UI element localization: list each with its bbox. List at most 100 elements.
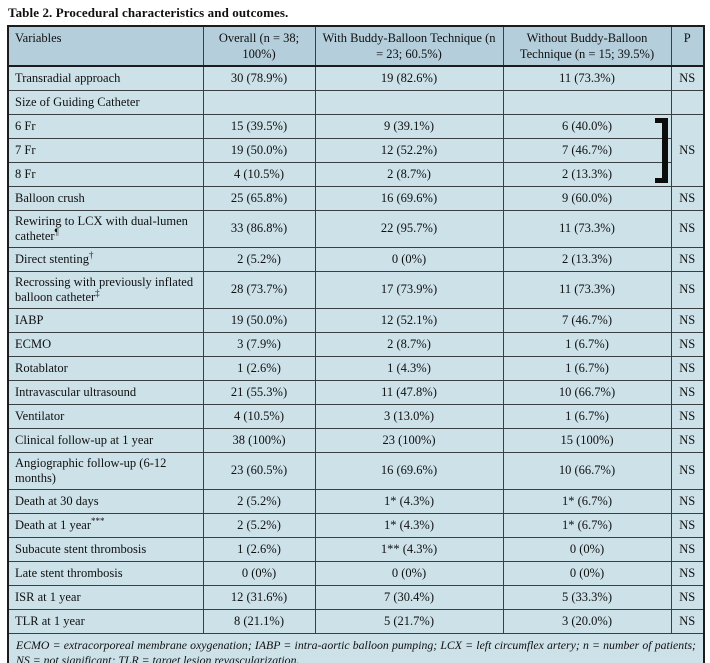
without-buddy-balloon-cell: 1 (6.7%) <box>502 355 672 381</box>
overall-cell: 12 (31.6%) <box>202 584 316 610</box>
with-buddy-balloon-cell: 23 (100%) <box>314 427 504 453</box>
with-buddy-balloon-cell: 1** (4.3%) <box>314 536 504 562</box>
p-value-cell: NS <box>670 331 705 357</box>
p-value-cell: NS <box>670 512 705 538</box>
with-buddy-balloon-cell: 1* (4.3%) <box>314 512 504 538</box>
with-buddy-balloon-cell: 1 (4.3%) <box>314 355 504 381</box>
variable-cell: 8 Fr <box>7 161 204 187</box>
variable-cell: ECMO <box>7 331 204 357</box>
without-buddy-balloon-cell: 2 (13.3%) <box>502 161 672 187</box>
p-value-cell: NS <box>670 379 705 405</box>
variable-label: Angiographic follow-up (6-12 months) <box>15 455 167 485</box>
p-value: NS <box>679 541 696 556</box>
table-body: Transradial approach 30 (78.9%) 19 (82.6%)… <box>7 65 705 634</box>
overall-cell: 4 (10.5%) <box>202 403 316 429</box>
variable-cell: Balloon crush <box>7 185 204 211</box>
group-bracket <box>654 117 668 183</box>
variable-footnote-marker: ¶ <box>54 226 59 237</box>
p-value-cell: NS <box>670 536 705 562</box>
p-value-cell: NS <box>670 270 705 309</box>
without-buddy-balloon-cell: 10 (66.7%) <box>502 451 672 490</box>
p-value: NS <box>679 565 696 580</box>
p-value: NS <box>679 190 696 205</box>
table-row: Intravascular ultrasound 21 (55.3%) 11 (47… <box>7 379 705 405</box>
table-row: Late stent thrombosis 0 (0%) 0 (0%) 0 (0%) N… <box>7 560 705 586</box>
variable-label: TLR at 1 year <box>15 613 85 628</box>
overall-cell: 19 (50.0%) <box>202 137 316 163</box>
table-row: ISR at 1 year 12 (31.6%) 7 (30.4%) 5 (33.3%… <box>7 584 705 610</box>
p-value-cell: NS <box>670 403 705 429</box>
variable-cell: IABP <box>7 307 204 333</box>
p-value: NS <box>679 493 696 508</box>
variable-label: Intravascular ultrasound <box>15 384 137 399</box>
variable-cell: 7 Fr <box>7 137 204 163</box>
variable-cell: ISR at 1 year <box>7 584 204 610</box>
without-buddy-balloon-cell: 11 (73.3%) <box>502 209 672 248</box>
overall-cell: 8 (21.1%) <box>202 608 316 634</box>
footnote-abbreviations: ECMO = extracorporeal membrane oxygenati… <box>16 638 696 663</box>
p-value-cell: NS <box>670 355 705 381</box>
with-buddy-balloon-cell: 7 (30.4%) <box>314 584 504 610</box>
variable-cell: Clinical follow-up at 1 year <box>7 427 204 453</box>
overall-cell: 2 (5.2%) <box>202 512 316 538</box>
variable-cell: Subacute stent thrombosis <box>7 536 204 562</box>
variable-footnote-marker: *** <box>91 515 105 526</box>
overall-cell: 0 (0%) <box>202 560 316 586</box>
table-row: Transradial approach 30 (78.9%) 19 (82.6%)… <box>7 65 705 91</box>
variable-cell: Death at 30 days <box>7 488 204 514</box>
with-buddy-balloon-cell: 3 (13.0%) <box>314 403 504 429</box>
without-buddy-balloon-cell: 0 (0%) <box>502 536 672 562</box>
table-row: Direct stenting† 2 (5.2%) 0 (0%) 2 (13.3%) N… <box>7 246 705 272</box>
with-buddy-balloon-cell <box>314 89 504 115</box>
table-row: Angiographic follow-up (6-12 months) 23 (… <box>7 451 705 490</box>
table-row: Balloon crush 25 (65.8%) 16 (69.6%) 9 (60.0… <box>7 185 705 211</box>
table-row: 7 Fr 19 (50.0%) 12 (52.2%) 7 (46.7%) <box>7 137 704 163</box>
variable-label: Clinical follow-up at 1 year <box>15 432 154 447</box>
with-buddy-balloon-cell: 9 (39.1%) <box>314 113 504 139</box>
without-buddy-balloon-cell: 11 (73.3%) <box>502 65 672 91</box>
with-buddy-balloon-cell: 17 (73.9%) <box>314 270 504 309</box>
p-value-cell: NS <box>670 560 705 586</box>
overall-cell: 15 (39.5%) <box>202 113 316 139</box>
overall-cell: 38 (100%) <box>202 427 316 453</box>
variable-cell: Death at 1 year*** <box>7 512 204 538</box>
footnote-row: ECMO = extracorporeal membrane oxygenati… <box>7 632 705 663</box>
without-buddy-balloon-cell: 1* (6.7%) <box>502 512 672 538</box>
variable-cell: Recrossing with previously inflated ball… <box>7 270 204 309</box>
variable-label: ECMO <box>15 336 52 351</box>
with-buddy-balloon-cell: 11 (47.8%) <box>314 379 504 405</box>
footnote-cell: ECMO = extracorporeal membrane oxygenati… <box>7 632 705 663</box>
variable-cell: Rotablator <box>7 355 204 381</box>
table-row: Rotablator 1 (2.6%) 1 (4.3%) 1 (6.7%) NS <box>7 355 705 381</box>
table-title: Table 2. Procedural characteristics and … <box>8 5 289 20</box>
with-buddy-balloon-cell: 12 (52.2%) <box>314 137 504 163</box>
column-header-p-value: P <box>670 25 705 67</box>
without-buddy-balloon-cell: 7 (46.7%) <box>502 307 672 333</box>
overall-cell: 33 (86.8%) <box>202 209 316 248</box>
table-row: Clinical follow-up at 1 year 38 (100%) 23 … <box>7 427 705 453</box>
header-row: Variables Overall (n = 38; 100%) With Bu… <box>7 25 705 67</box>
table-row: Death at 1 year*** 2 (5.2%) 1* (4.3%) 1* (6… <box>7 512 705 538</box>
table-row: Death at 30 days 2 (5.2%) 1* (4.3%) 1* (6.7… <box>7 488 705 514</box>
p-value-cell: NS <box>670 209 705 248</box>
overall-cell: 4 (10.5%) <box>202 161 316 187</box>
with-buddy-balloon-cell: 16 (69.6%) <box>314 185 504 211</box>
p-value: NS <box>679 463 696 477</box>
p-value-cell: NS <box>670 584 705 610</box>
with-buddy-balloon-cell: 12 (52.1%) <box>314 307 504 333</box>
without-buddy-balloon-cell <box>502 89 672 115</box>
table-row: Ventilator 4 (10.5%) 3 (13.0%) 1 (6.7%) NS <box>7 403 705 429</box>
variable-cell: Angiographic follow-up (6-12 months) <box>7 451 204 490</box>
p-value: NS <box>679 70 696 85</box>
p-value: NS <box>679 384 696 399</box>
p-value: NS <box>679 282 696 296</box>
with-buddy-balloon-cell: 22 (95.7%) <box>314 209 504 248</box>
p-value-cell: NS <box>670 185 705 211</box>
overall-cell: 30 (78.9%) <box>202 65 316 91</box>
with-buddy-balloon-cell: 0 (0%) <box>314 560 504 586</box>
overall-cell: 1 (2.6%) <box>202 536 316 562</box>
variable-cell: Ventilator <box>7 403 204 429</box>
variable-label: Transradial approach <box>15 70 121 85</box>
p-value: NS <box>679 312 696 327</box>
variable-label: IABP <box>15 312 44 327</box>
